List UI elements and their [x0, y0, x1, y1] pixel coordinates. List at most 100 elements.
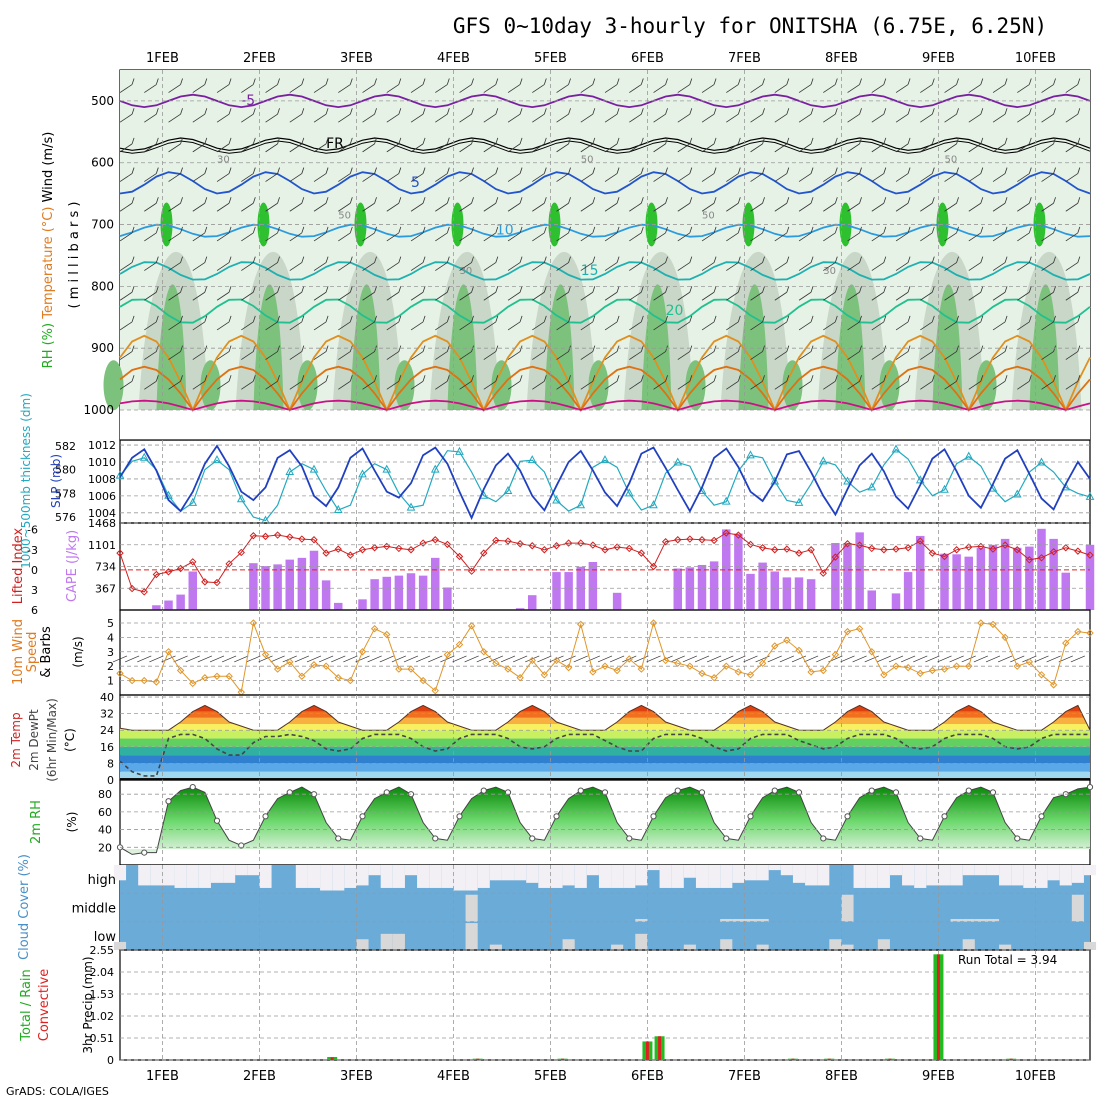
wind-barb: [629, 232, 642, 242]
wind-barb-flag: [883, 226, 887, 234]
wind-barb-flag: [834, 345, 838, 352]
wind-barb-flag: [422, 315, 426, 323]
rh-contour-label: 50: [338, 210, 351, 221]
li-marker: [286, 533, 294, 541]
wind-barb-flag: [859, 345, 862, 352]
wind-marker: [674, 659, 682, 668]
rh-marker: [359, 813, 366, 820]
wind-marker: [589, 668, 597, 676]
wind-barb: [774, 143, 788, 153]
cloud-high-clear: [113, 865, 127, 881]
wind-marker: [407, 665, 415, 673]
precip-convective-bar: [1009, 1058, 1013, 1060]
wind-barb-flag: [713, 197, 717, 204]
wind-barb-flag: [616, 375, 620, 382]
wind-ylabel: 10m WindSpeed& Barbs: [11, 619, 54, 685]
wind-barb: [459, 113, 472, 123]
wind-barb: [750, 173, 763, 182]
li-marker: [273, 531, 282, 539]
surface-wind-barb: [318, 655, 334, 663]
wind-barb: [580, 321, 594, 331]
cloud-high-clear: [259, 865, 272, 888]
wind-barb: [435, 173, 448, 182]
cape-bar: [382, 576, 391, 610]
slp-tick-label: 1012: [88, 439, 116, 452]
wind-barb-flag: [665, 256, 668, 263]
wind-barb-flag: [1053, 197, 1056, 204]
wind-barb: [774, 173, 788, 182]
wind-barb: [629, 173, 642, 182]
wind-marker: [298, 672, 306, 680]
wind-barb-flag: [1053, 375, 1056, 382]
wind-barb: [677, 84, 691, 93]
wind-barb: [556, 232, 569, 242]
surface-wind-barb: [355, 655, 370, 663]
wind-barb-flag: [762, 108, 765, 115]
wind-barb-flag: [713, 315, 717, 323]
cape-bar: [152, 605, 161, 610]
wind-barb: [701, 173, 715, 182]
wind-barb: [1065, 232, 1079, 242]
cape-bar: [370, 579, 379, 610]
wind-barb: [119, 143, 133, 153]
wind-barb-flag: [1004, 345, 1008, 352]
cloud-high-clear: [247, 865, 260, 876]
wind-barb-flag: [640, 137, 644, 145]
wind-barb: [968, 291, 982, 301]
wind-barb-flag: [883, 137, 887, 145]
wind-marker: [225, 672, 233, 680]
wind-barb-flag: [519, 226, 523, 234]
wind-barb: [241, 232, 254, 242]
li-marker: [904, 544, 912, 552]
li-marker: [455, 552, 464, 561]
wind-barb-flag: [640, 226, 644, 234]
wind-barb-flag: [907, 108, 911, 115]
wind-barb: [750, 84, 763, 93]
cape-bar: [782, 577, 792, 610]
cape-bar: [176, 594, 185, 610]
wind-barb-flag: [131, 315, 135, 323]
wind-barb: [629, 202, 642, 212]
wind-barb-flag: [155, 226, 159, 234]
cloud-high-clear: [392, 865, 405, 888]
wind-barb-flag: [131, 226, 135, 234]
wind-barb: [895, 113, 909, 123]
wind-barb: [532, 143, 545, 153]
isotherm-FR-double: [119, 140, 1091, 154]
bottom-date-label: 3FEB: [340, 1069, 373, 1084]
wind-barb-flag: [471, 256, 474, 263]
wind-barb-flag: [252, 315, 256, 323]
wind-barb: [313, 143, 327, 153]
li-marker: [540, 546, 549, 554]
wind-barb: [701, 232, 715, 242]
isotherm-10: [119, 223, 1091, 238]
wind-barb-flag: [956, 226, 959, 234]
cloud-row-label: low: [94, 930, 117, 945]
wind-barb-flag: [543, 226, 547, 234]
cape-tick-label: 734: [95, 561, 116, 574]
cloud-high-clear: [598, 865, 612, 888]
wind-barb: [119, 321, 133, 331]
li-marker: [504, 537, 512, 545]
wind-marker: [322, 662, 330, 670]
wind-barb: [992, 113, 1006, 123]
wind-barb-flag: [810, 315, 814, 323]
wind-barb-flag: [349, 137, 353, 145]
wind-barb: [580, 380, 594, 390]
wind-barb-flag: [592, 137, 596, 145]
wind-barb: [798, 84, 812, 93]
cloud-high-clear: [138, 865, 151, 886]
wind-barb: [265, 173, 278, 182]
wind-barb-flag: [471, 78, 474, 85]
wind-barb-flag: [325, 286, 329, 293]
surface-wind-barb: [864, 655, 879, 663]
wind-barb-flag: [301, 375, 305, 382]
wind-barb: [944, 380, 957, 390]
wind-barb-flag: [713, 137, 717, 145]
ylabel-part: Temperature (°C): [41, 202, 56, 319]
isotherm-15: [119, 261, 1091, 281]
wind-barb: [265, 143, 278, 153]
wind-barb-flag: [713, 256, 717, 263]
top-date-label: 3FEB: [340, 51, 373, 66]
bottom-date-label: 6FEB: [631, 1069, 664, 1084]
